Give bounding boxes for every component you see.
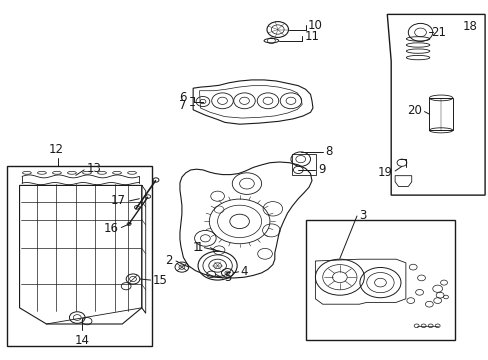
- Text: 2: 2: [164, 255, 172, 267]
- Text: 11: 11: [304, 30, 319, 42]
- Bar: [292, 154, 315, 175]
- Text: 20: 20: [406, 104, 421, 117]
- Text: 4: 4: [240, 265, 247, 278]
- Text: 21: 21: [430, 26, 446, 39]
- Text: 3: 3: [359, 209, 366, 222]
- Text: 10: 10: [307, 19, 322, 32]
- Bar: [305, 220, 454, 340]
- Text: 16: 16: [103, 222, 118, 235]
- Text: 6: 6: [179, 91, 186, 104]
- Text: 18: 18: [462, 20, 476, 33]
- Bar: [428, 98, 452, 130]
- Text: 1: 1: [195, 241, 203, 254]
- Text: 9: 9: [317, 163, 325, 176]
- Text: 7: 7: [179, 99, 186, 112]
- Text: 19: 19: [376, 166, 391, 179]
- Text: 5: 5: [224, 271, 231, 284]
- Text: 14: 14: [75, 334, 89, 347]
- Text: 8: 8: [325, 145, 332, 158]
- Text: 15: 15: [153, 274, 167, 287]
- Text: 12: 12: [49, 143, 63, 156]
- Text: 1: 1: [193, 241, 200, 254]
- Bar: [7, 166, 151, 346]
- Text: 17: 17: [111, 194, 126, 207]
- Text: 13: 13: [87, 162, 102, 175]
